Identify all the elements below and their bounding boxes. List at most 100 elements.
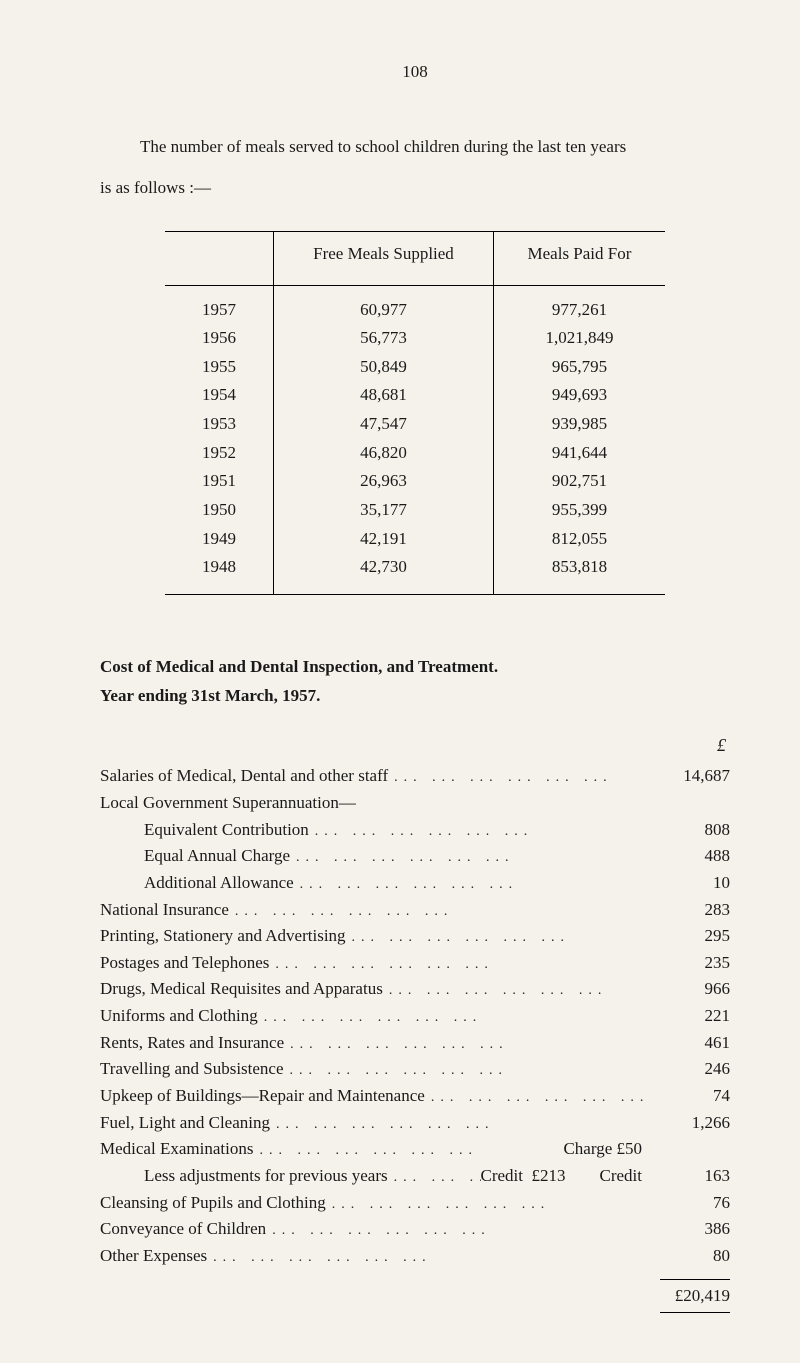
cost-row: Medical Examinations... ... ... ... ... … — [100, 1137, 730, 1162]
meals-header-free: Free Meals Supplied — [274, 231, 494, 285]
cost-amount: 80 — [660, 1244, 730, 1269]
cost-amount: 295 — [660, 924, 730, 949]
cost-label: Uniforms and Clothing — [100, 1004, 258, 1029]
cost-row: Drugs, Medical Requisites and Apparatus.… — [100, 977, 730, 1002]
cost-row: Upkeep of Buildings—Repair and Maintenan… — [100, 1084, 730, 1109]
table-row: 195246,820941,644 — [165, 439, 665, 468]
table-cell: 1953 — [165, 410, 274, 439]
cost-amount: 221 — [660, 1004, 730, 1029]
table-cell: 48,681 — [274, 381, 494, 410]
leader-dots: ... ... ... ... ... ... — [270, 1115, 660, 1135]
pound-header: £ — [100, 732, 730, 758]
table-row: 194942,191812,055 — [165, 525, 665, 554]
cost-row: Uniforms and Clothing... ... ... ... ...… — [100, 1004, 730, 1029]
leader-dots: ... ... ... ... ... ... — [284, 1061, 660, 1081]
cost-row: Equal Annual Charge... ... ... ... ... .… — [100, 844, 730, 869]
table-row: 194842,730853,818 — [165, 553, 665, 594]
table-cell: 955,399 — [493, 496, 665, 525]
cost-label: Cleansing of Pupils and Clothing — [100, 1191, 326, 1216]
leader-dots: ... ... ... ... ... ... — [207, 1248, 660, 1268]
cost-label: Equivalent Contribution — [100, 818, 309, 843]
table-cell: 42,191 — [274, 525, 494, 554]
intro-text-line2: is as follows :— — [100, 176, 730, 201]
table-row: 195448,681949,693 — [165, 381, 665, 410]
leader-dots: ... ... ... ... ... ... — [294, 875, 660, 895]
total-amount: £20,419 — [100, 1284, 730, 1309]
table-cell: 853,818 — [493, 553, 665, 594]
cost-amount: 386 — [660, 1217, 730, 1242]
cost-row: Cleansing of Pupils and Clothing... ... … — [100, 1191, 730, 1216]
leader-dots: ... ... ... ... ... ... — [309, 822, 660, 842]
leader-dots: ... ... ... ... ... ... — [425, 1088, 660, 1108]
table-cell: 35,177 — [274, 496, 494, 525]
cost-label: Local Government Superannuation— — [100, 793, 356, 812]
table-cell: 60,977 — [274, 285, 494, 324]
cost-row: Rents, Rates and Insurance... ... ... ..… — [100, 1031, 730, 1056]
leader-dots: ... ... ... ... ... ... — [383, 981, 660, 1001]
leader-dots: ... ... ... ... ... ... — [229, 902, 660, 922]
cost-amount: 163 — [660, 1164, 730, 1189]
cost-row: National Insurance... ... ... ... ... ..… — [100, 898, 730, 923]
cost-amount: 461 — [660, 1031, 730, 1056]
cost-row: Other Expenses... ... ... ... ... ...80 — [100, 1244, 730, 1269]
leader-dots: ... ... ... ... ... ... — [253, 1141, 563, 1161]
leader-dots: ... ... ... ... ... ... — [269, 955, 660, 975]
cost-label: Salaries of Medical, Dental and other st… — [100, 764, 388, 789]
table-cell: 1954 — [165, 381, 274, 410]
cost-list: Salaries of Medical, Dental and other st… — [100, 764, 730, 1268]
table-row: 195035,177955,399 — [165, 496, 665, 525]
table-cell: 941,644 — [493, 439, 665, 468]
table-cell: 949,693 — [493, 381, 665, 410]
table-cell: 1950 — [165, 496, 274, 525]
table-row: 195126,963902,751 — [165, 467, 665, 496]
table-cell: 50,849 — [274, 353, 494, 382]
cost-amount: 14,687 — [660, 764, 730, 789]
intro-text-line1: The number of meals served to school chi… — [100, 135, 730, 160]
section-title-2: Year ending 31st March, 1957. — [100, 684, 730, 709]
cost-amount: 283 — [660, 898, 730, 923]
meals-header-year — [165, 231, 274, 285]
cost-label: Rents, Rates and Insurance — [100, 1031, 284, 1056]
cost-row: Conveyance of Children... ... ... ... ..… — [100, 1217, 730, 1242]
table-row: 195656,7731,021,849 — [165, 324, 665, 353]
table-cell: 42,730 — [274, 553, 494, 594]
cost-row: Printing, Stationery and Advertising... … — [100, 924, 730, 949]
cost-amount: 76 — [660, 1191, 730, 1216]
leader-dots: ... ... ... ... ... ... — [290, 848, 660, 868]
section-title-1: Cost of Medical and Dental Inspection, a… — [100, 655, 730, 680]
table-cell: 46,820 — [274, 439, 494, 468]
table-cell: 47,547 — [274, 410, 494, 439]
table-cell: 1957 — [165, 285, 274, 324]
table-cell: 1951 — [165, 467, 274, 496]
table-cell: 812,055 — [493, 525, 665, 554]
table-row: 195550,849965,795 — [165, 353, 665, 382]
table-cell: 965,795 — [493, 353, 665, 382]
leader-dots: ... ... ... ... ... ... — [388, 1168, 481, 1188]
table-cell: 1949 — [165, 525, 274, 554]
cost-label: Printing, Stationery and Advertising — [100, 924, 346, 949]
cost-row: Salaries of Medical, Dental and other st… — [100, 764, 730, 789]
cost-amount: 808 — [660, 818, 730, 843]
cost-amount: 488 — [660, 844, 730, 869]
cost-label: Fuel, Light and Cleaning — [100, 1111, 270, 1136]
cost-label: Additional Allowance — [100, 871, 294, 896]
cost-amount: 10 — [660, 871, 730, 896]
cost-amount: 1,266 — [660, 1111, 730, 1136]
cost-label: Postages and Telephones — [100, 951, 269, 976]
cost-amount: 246 — [660, 1057, 730, 1082]
cost-amount: 74 — [660, 1084, 730, 1109]
table-cell: 1956 — [165, 324, 274, 353]
cost-note: Credit £213 Credit — [481, 1164, 660, 1189]
page: 108 The number of meals served to school… — [0, 0, 800, 1363]
table-cell: 26,963 — [274, 467, 494, 496]
cost-row: Equivalent Contribution... ... ... ... .… — [100, 818, 730, 843]
total-underline — [660, 1312, 730, 1313]
table-cell: 977,261 — [493, 285, 665, 324]
leader-dots: ... ... ... ... ... ... — [258, 1008, 660, 1028]
table-cell: 939,985 — [493, 410, 665, 439]
cost-label: Equal Annual Charge — [100, 844, 290, 869]
cost-label: Medical Examinations — [100, 1137, 253, 1162]
cost-row: Local Government Superannuation— — [100, 791, 730, 816]
cost-label: National Insurance — [100, 898, 229, 923]
leader-dots: ... ... ... ... ... ... — [326, 1195, 660, 1215]
